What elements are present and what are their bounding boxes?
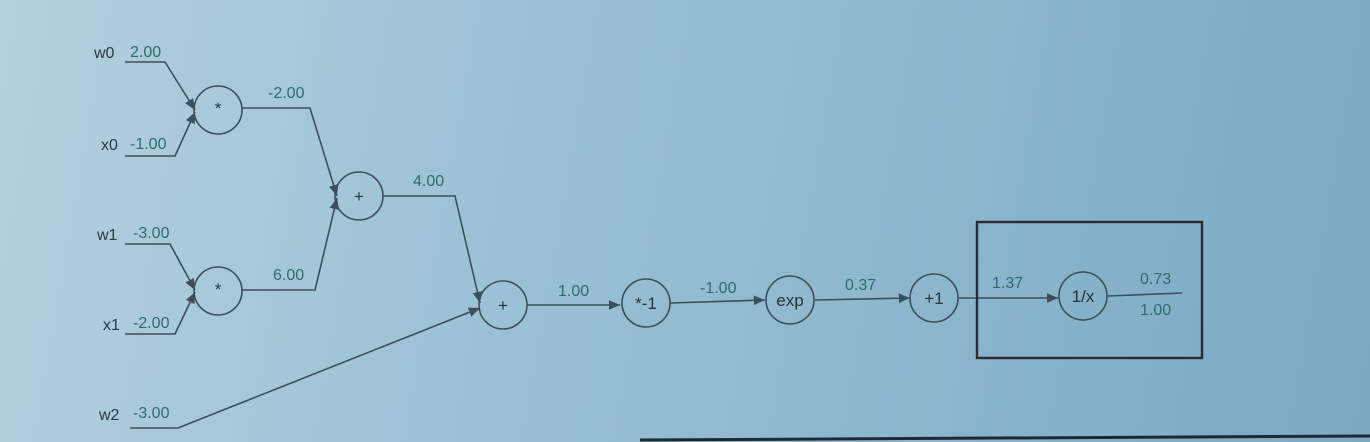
edge-value-mul0: -2.00 <box>268 85 305 102</box>
svg-text:*: * <box>215 99 222 118</box>
node-plus1: +1 <box>909 273 959 323</box>
input-value-w1: -3.00 <box>133 225 170 242</box>
svg-text:exp: exp <box>776 291 803 310</box>
edge-exp-out <box>814 293 911 304</box>
gradient-value-recip: 1.00 <box>1140 302 1171 319</box>
highlight-box <box>975 220 1204 360</box>
screen-bottom-edge <box>639 434 1370 442</box>
edge-value-add0: 4.00 <box>413 173 444 190</box>
node-add1: + <box>478 280 528 330</box>
edge-mul0-out <box>242 107 339 197</box>
edge-value-exp: 0.37 <box>845 277 876 294</box>
edge-value-recip: 0.73 <box>1140 271 1171 288</box>
edge-x1 <box>125 291 196 335</box>
edge-recip-out <box>1107 292 1183 297</box>
edge-value-mul1: 6.00 <box>273 267 304 284</box>
edge-w1 <box>125 243 196 291</box>
edge-neg-out <box>669 295 766 306</box>
svg-text:+: + <box>498 296 508 315</box>
node-mul1: * <box>193 266 243 316</box>
input-value-x0: -1.00 <box>130 136 167 153</box>
edge-value-neg: -1.00 <box>700 280 737 297</box>
node-add0: + <box>334 171 384 221</box>
node-mul0: * <box>193 85 243 135</box>
edge-w2 <box>130 307 481 429</box>
input-value-x1: -2.00 <box>133 315 170 332</box>
node-recip: 1/x <box>1058 271 1108 321</box>
svg-text:*: * <box>215 280 222 299</box>
input-value-w2: -3.00 <box>133 405 170 422</box>
input-name-w2: w2 <box>98 407 120 424</box>
svg-text:+: + <box>354 187 364 206</box>
edge-w0 <box>125 61 196 111</box>
edge-mul1-out <box>242 197 340 291</box>
svg-text:*-1: *-1 <box>635 294 657 313</box>
input-name-w1: w1 <box>96 227 118 244</box>
edge-value-add1: 1.00 <box>558 283 589 300</box>
input-name-x0: x0 <box>101 137 118 154</box>
node-neg: *-1 <box>621 278 671 328</box>
svg-text:1/x: 1/x <box>1072 287 1095 306</box>
svg-text:+1: +1 <box>924 289 943 308</box>
edge-value-plus1: 1.37 <box>992 275 1023 292</box>
input-name-x1: x1 <box>103 317 120 334</box>
edge-add0-out <box>382 195 483 304</box>
edge-x0 <box>125 111 196 157</box>
input-value-w0: 2.00 <box>130 44 161 61</box>
input-name-w0: w0 <box>93 45 115 62</box>
node-exp: exp <box>765 275 815 325</box>
